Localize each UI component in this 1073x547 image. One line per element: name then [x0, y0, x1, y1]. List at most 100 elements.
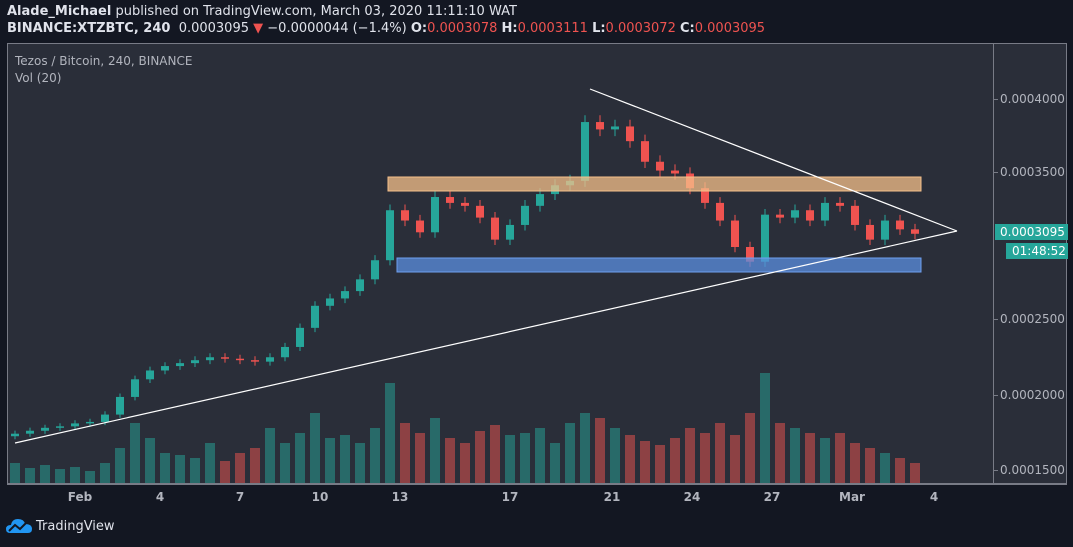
volume-bar [565, 423, 575, 483]
candle-body [461, 202, 469, 206]
candle-body [41, 427, 49, 431]
candle-body [326, 298, 334, 306]
candle-body [731, 220, 739, 247]
date-tick: 24 [683, 490, 701, 504]
volume-bar [340, 435, 350, 483]
candle-body [86, 421, 94, 424]
candle-body [701, 188, 709, 203]
high-label: H: [501, 21, 518, 36]
bar-countdown: 01:48:52 [1006, 243, 1068, 259]
candle-body [296, 327, 304, 347]
candle-body [11, 433, 19, 437]
candle-body [116, 396, 124, 415]
candle-body [446, 197, 454, 203]
candle-body [536, 194, 544, 206]
ascending-trendline[interactable] [14, 230, 958, 444]
candle-body [416, 220, 424, 233]
candle-body [341, 291, 349, 299]
volume-bar [475, 431, 485, 483]
price-tick: 0.0002500 [993, 312, 1065, 326]
volume-bar [325, 438, 335, 483]
volume-bar [115, 448, 125, 483]
candle-body [911, 229, 919, 234]
volume-bar [40, 465, 50, 483]
candle-body [191, 360, 199, 364]
volume-bar [610, 428, 620, 483]
price-tick: 0.0001500 [993, 463, 1065, 477]
candle-body [641, 141, 649, 162]
volume-bar [295, 433, 305, 483]
candle-body [746, 247, 754, 262]
candle-body [311, 305, 319, 328]
candle-body [401, 210, 409, 221]
symbol-info: BINANCE:XTZBTC, 240 0.0003095 ▼ −0.00000… [7, 21, 765, 36]
volume-bar [85, 471, 95, 483]
date-tick: 13 [391, 490, 409, 504]
candle-body [386, 210, 394, 261]
volume-bar [10, 463, 20, 483]
last-price: 0.0003095 [178, 21, 249, 36]
volume-bar [400, 423, 410, 483]
volume-bar [100, 463, 110, 483]
date-tick: 21 [603, 490, 621, 504]
resistance-zone[interactable] [387, 176, 922, 192]
candle-body [626, 126, 634, 142]
volume-bar [445, 438, 455, 483]
volume-bar [775, 423, 785, 483]
down-arrow-icon: ▼ [253, 21, 264, 36]
volume-bar [250, 448, 260, 483]
tradingview-logo[interactable]: TradingView [6, 518, 115, 534]
volume-bar [820, 438, 830, 483]
candle-body [161, 366, 169, 371]
candle-body [866, 224, 874, 240]
date-tick: Feb [67, 490, 93, 504]
candle-body [656, 161, 664, 171]
volume-bar [625, 435, 635, 483]
candle-body [491, 217, 499, 240]
volume-bar [760, 373, 770, 483]
volume-bar [220, 461, 230, 483]
volume-bar [880, 453, 890, 483]
candle-body [221, 357, 229, 359]
candle-body [596, 122, 604, 130]
volume-bar [370, 428, 380, 483]
date-tick: 27 [763, 490, 781, 504]
volume-bar [460, 443, 470, 483]
descending-trendline[interactable] [589, 88, 958, 232]
candle-body [791, 210, 799, 218]
support-zone[interactable] [396, 257, 922, 273]
volume-bar [865, 448, 875, 483]
candle-body [611, 126, 619, 130]
volume-bar [55, 469, 65, 483]
candle-body [881, 220, 889, 240]
candle-body [821, 202, 829, 221]
volume-bar [550, 443, 560, 483]
cloud-logo-icon [6, 519, 32, 533]
chart-legend: Tezos / Bitcoin, 240, BINANCE Vol (20) [15, 53, 192, 87]
change: −0.0000044 (−1.4%) [267, 21, 407, 36]
date-tick: Mar [839, 490, 865, 504]
price-tick: 0.0003500 [993, 165, 1065, 179]
candle-body [251, 360, 259, 362]
date-tick: 4 [155, 490, 165, 504]
candle-body [836, 202, 844, 206]
volume-bar [910, 463, 920, 483]
candle-body [776, 214, 784, 218]
date-tick: 10 [311, 490, 329, 504]
volume-bar [685, 428, 695, 483]
volume-bar [730, 435, 740, 483]
legend-title: Tezos / Bitcoin, 240, BINANCE [15, 54, 193, 68]
open-value: 0.0003078 [427, 21, 498, 36]
volume-bar [670, 438, 680, 483]
volume-bar [805, 433, 815, 483]
candle-body [356, 279, 364, 292]
volume-bar [655, 445, 665, 483]
volume-bar [235, 453, 245, 483]
price-axis-divider [993, 43, 994, 484]
candle-body [71, 423, 79, 427]
volume-bar [835, 433, 845, 483]
volume-bar [595, 418, 605, 483]
volume-bar [415, 433, 425, 483]
volume-bar [745, 413, 755, 483]
